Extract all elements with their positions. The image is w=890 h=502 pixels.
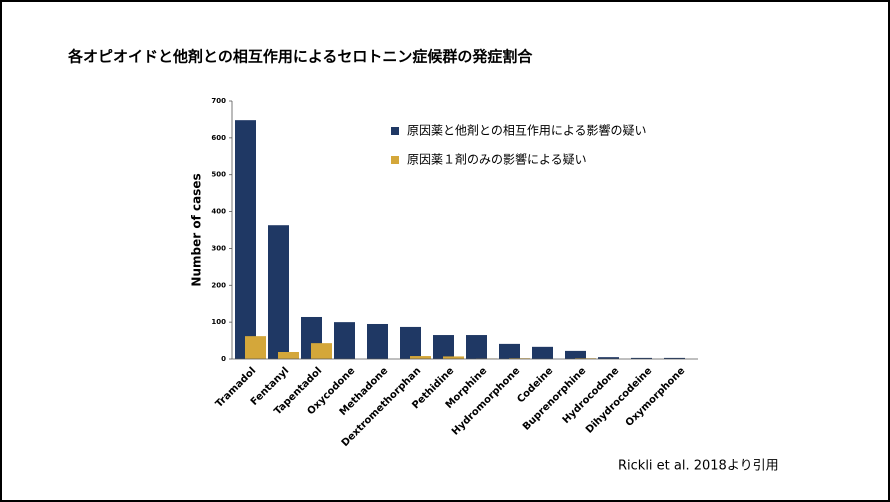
bar bbox=[565, 350, 586, 359]
source-note: Rickli et al. 2018より引用 bbox=[618, 459, 779, 474]
y-axis-label: Number of cases bbox=[190, 173, 204, 286]
y-tick-label: 700 bbox=[211, 97, 226, 105]
legend-swatch bbox=[391, 156, 399, 164]
y-tick-label: 0 bbox=[221, 355, 226, 363]
legend-swatch bbox=[391, 127, 399, 135]
bar bbox=[235, 120, 256, 359]
chart-title: 各オピオイドと他剤との相互作用によるセロトニン症候群の発症割合 bbox=[67, 48, 533, 66]
bar bbox=[443, 356, 464, 359]
bar bbox=[268, 225, 289, 359]
bar bbox=[433, 335, 454, 359]
bar bbox=[334, 322, 355, 359]
bar bbox=[532, 346, 553, 359]
bar bbox=[631, 357, 652, 359]
y-tick-label: 500 bbox=[211, 171, 226, 179]
bar bbox=[311, 343, 332, 359]
y-tick-label: 400 bbox=[211, 208, 226, 216]
legend-label: 原因薬１剤のみの影響による疑い bbox=[407, 152, 587, 167]
bar bbox=[245, 336, 266, 359]
bar bbox=[367, 323, 388, 359]
bar bbox=[466, 335, 487, 359]
y-tick-label: 300 bbox=[211, 244, 226, 252]
bar bbox=[410, 356, 431, 359]
bar bbox=[400, 326, 421, 359]
bar bbox=[598, 357, 619, 359]
legend-label: 原因薬と他剤との相互作用による影響の疑い bbox=[407, 123, 647, 138]
y-tick-label: 200 bbox=[211, 281, 226, 289]
bar bbox=[278, 351, 299, 359]
y-tick-label: 100 bbox=[211, 318, 226, 326]
bar bbox=[664, 357, 685, 359]
bar bbox=[499, 343, 520, 359]
y-tick-label: 600 bbox=[211, 134, 226, 142]
